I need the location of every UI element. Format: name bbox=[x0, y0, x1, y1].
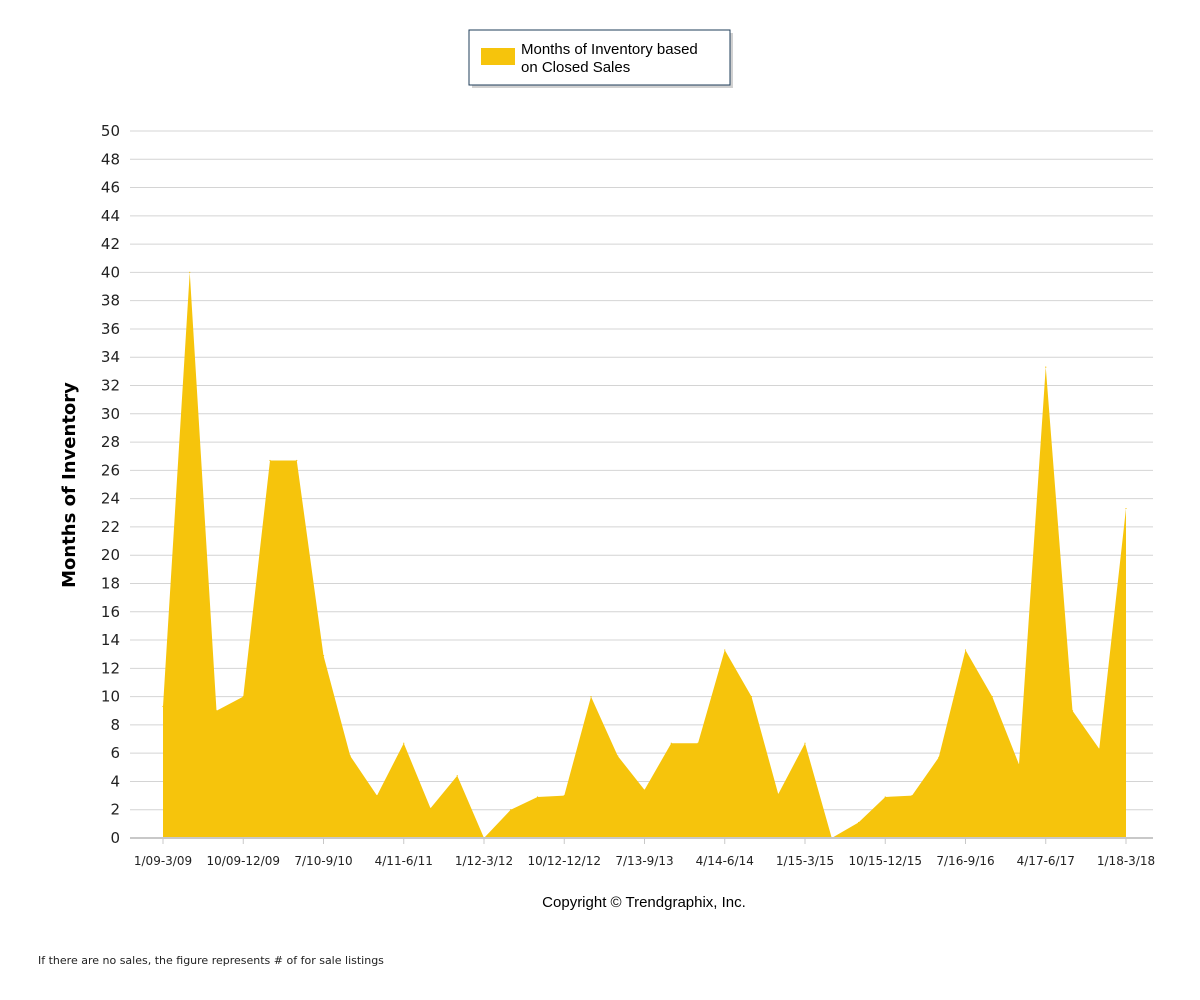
y-axis-ticks: 0246810121416182022242628303234363840424… bbox=[101, 122, 120, 847]
data-point bbox=[911, 794, 913, 797]
y-tick-label: 22 bbox=[101, 518, 120, 536]
data-point bbox=[1045, 366, 1047, 368]
x-axis bbox=[130, 837, 1153, 844]
data-point bbox=[697, 742, 699, 744]
y-tick-label: 10 bbox=[101, 688, 120, 706]
legend: Months of Inventory based on Closed Sale… bbox=[468, 29, 733, 88]
y-tick-label: 36 bbox=[101, 320, 120, 338]
legend-label-line1: Months of Inventory based bbox=[521, 41, 698, 58]
data-point bbox=[991, 696, 993, 698]
x-tick-label: 10/12-12/12 bbox=[528, 854, 602, 868]
y-tick-label: 30 bbox=[101, 405, 120, 423]
y-tick-label: 44 bbox=[101, 207, 120, 225]
legend-swatch bbox=[481, 48, 515, 65]
y-tick-label: 26 bbox=[101, 461, 120, 479]
data-point bbox=[724, 649, 726, 651]
y-tick-label: 6 bbox=[110, 744, 120, 762]
data-point bbox=[1098, 748, 1100, 750]
y-tick-label: 18 bbox=[101, 574, 120, 592]
y-tick-label: 16 bbox=[101, 603, 120, 621]
y-tick-label: 42 bbox=[101, 235, 120, 253]
data-point bbox=[617, 755, 619, 757]
data-point bbox=[563, 794, 565, 797]
y-tick-label: 24 bbox=[101, 490, 120, 508]
x-tick-label: 10/15-12/15 bbox=[849, 854, 923, 868]
x-tick-label: 7/10-9/10 bbox=[294, 854, 352, 868]
y-tick-label: 50 bbox=[101, 122, 120, 140]
y-tick-label: 38 bbox=[101, 292, 120, 310]
y-tick-label: 0 bbox=[110, 829, 120, 847]
data-point bbox=[777, 793, 779, 795]
y-tick-label: 4 bbox=[110, 772, 120, 790]
data-point bbox=[536, 796, 539, 798]
y-tick-label: 32 bbox=[101, 377, 120, 395]
x-tick-label: 1/12-3/12 bbox=[455, 854, 513, 868]
data-point bbox=[884, 796, 886, 798]
data-point bbox=[242, 696, 244, 698]
data-point bbox=[429, 807, 432, 809]
x-axis-ticks: 1/09-3/09 10/09-12/09 7/10-9/10 4/11-6/11 1/… bbox=[134, 854, 1155, 868]
data-point bbox=[1125, 507, 1127, 510]
x-tick-label: 7/16-9/16 bbox=[936, 854, 994, 868]
x-tick-label: 4/11-6/11 bbox=[375, 854, 433, 868]
y-tick-label: 12 bbox=[101, 659, 120, 677]
y-tick-label: 46 bbox=[101, 179, 120, 197]
x-tick-label: 1/18-3/18 bbox=[1097, 854, 1155, 868]
y-tick-label: 48 bbox=[101, 150, 120, 168]
y-tick-label: 2 bbox=[110, 801, 120, 819]
x-tick-label: 1/15-3/15 bbox=[776, 854, 834, 868]
data-point bbox=[322, 654, 325, 657]
copyright-text: Copyright © Trendgraphix, Inc. bbox=[542, 894, 746, 911]
data-point bbox=[162, 705, 164, 708]
data-point bbox=[857, 821, 860, 824]
data-point bbox=[189, 271, 191, 273]
data-point bbox=[670, 742, 672, 744]
series-area bbox=[162, 271, 1127, 839]
data-point bbox=[590, 696, 592, 698]
y-tick-label: 8 bbox=[110, 716, 120, 734]
data-point bbox=[376, 794, 378, 797]
y-tick-label: 20 bbox=[101, 546, 120, 564]
x-tick-label: 1/09-3/09 bbox=[134, 854, 192, 868]
data-point bbox=[1018, 763, 1020, 766]
legend-label-line2: on Closed Sales bbox=[521, 59, 630, 76]
data-point bbox=[403, 742, 405, 744]
data-point bbox=[804, 742, 806, 744]
data-point bbox=[964, 649, 967, 651]
y-tick-label: 28 bbox=[101, 433, 120, 451]
data-point bbox=[269, 459, 271, 462]
data-point bbox=[215, 710, 218, 712]
data-point bbox=[750, 696, 753, 698]
series-area-fill bbox=[163, 272, 1126, 838]
data-point bbox=[456, 775, 458, 777]
x-tick-label: 4/17-6/17 bbox=[1017, 854, 1075, 868]
data-point bbox=[349, 755, 351, 757]
y-axis-title: Months of Inventory bbox=[59, 382, 80, 588]
x-tick-label: 4/14-6/14 bbox=[696, 854, 754, 868]
y-tick-label: 14 bbox=[101, 631, 120, 649]
data-point bbox=[938, 756, 940, 759]
footnote-text: If there are no sales, the figure repres… bbox=[38, 954, 384, 967]
data-point bbox=[510, 809, 512, 811]
data-point bbox=[1071, 710, 1074, 712]
x-tick-label: 7/13-9/13 bbox=[615, 854, 673, 868]
y-tick-label: 40 bbox=[101, 263, 120, 281]
y-tick-label: 34 bbox=[101, 348, 120, 366]
x-tick-label: 10/09-12/09 bbox=[207, 854, 281, 868]
data-point bbox=[296, 459, 298, 462]
data-point bbox=[643, 789, 646, 791]
